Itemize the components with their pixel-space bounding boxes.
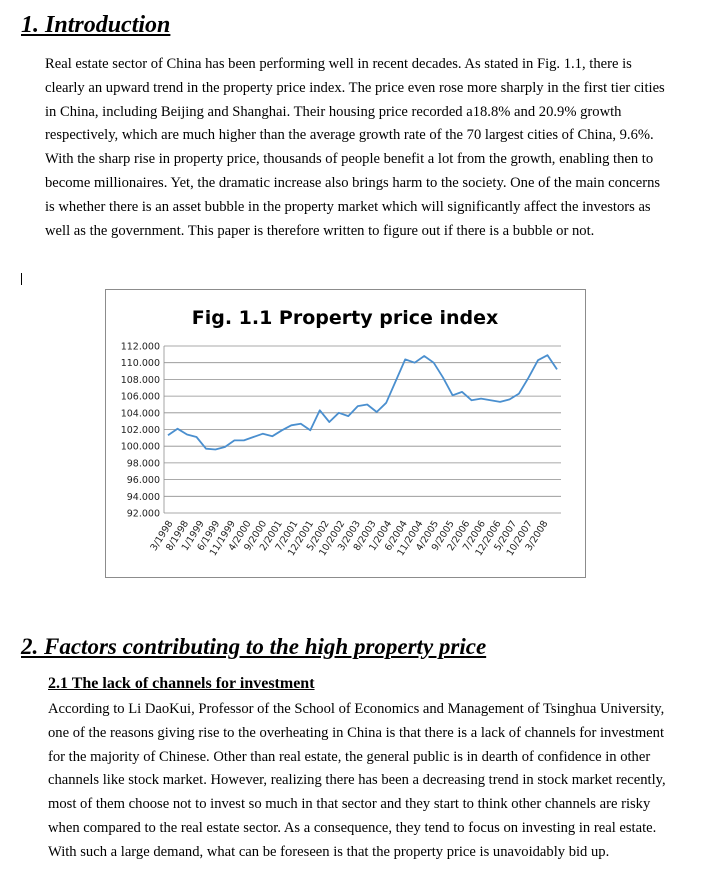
lack-of-channels-paragraph: According to Li DaoKui, Professor of the… — [48, 701, 666, 860]
text-cursor — [21, 273, 22, 285]
y-tick-label: 92.000 — [127, 509, 160, 520]
y-tick-label: 106.000 — [121, 392, 160, 403]
chart-title: Fig. 1.1 Property price index — [192, 307, 499, 329]
y-tick-label: 96.000 — [127, 475, 160, 486]
y-axis-tick-labels: 112.000 110.000 108.000 106.000 104.000 102.0… — [121, 342, 160, 520]
chart-gridlines — [164, 345, 561, 514]
y-tick-label: 98.000 — [127, 458, 160, 469]
y-tick-label: 94.000 — [127, 492, 160, 503]
y-tick-label: 108.000 — [121, 375, 160, 386]
y-tick-label: 104.000 — [121, 408, 160, 419]
chart-svg: Fig. 1.1 Property price index 112.000 110… — [121, 307, 561, 558]
introduction-paragraph: Real estate sector of China has been per… — [45, 56, 665, 239]
y-tick-label: 102.000 — [121, 425, 160, 436]
chart-series — [167, 354, 558, 451]
section-1-heading: 1. Introduction — [21, 12, 171, 38]
y-tick-label: 110.000 — [121, 358, 160, 369]
series-line — [167, 354, 558, 451]
property-price-chart: Fig. 1.1 Property price index 112.000 110… — [105, 289, 586, 578]
y-tick-label: 100.000 — [121, 442, 160, 453]
subsection-2-1-heading: 2.1 The lack of channels for investment — [48, 675, 315, 692]
x-axis-tick-labels: 3/19988/19981/19996/199911/19994/20009/2… — [149, 519, 551, 558]
y-tick-label: 112.000 — [121, 342, 160, 353]
section-2-heading: 2. Factors contributing to the high prop… — [21, 634, 487, 659]
